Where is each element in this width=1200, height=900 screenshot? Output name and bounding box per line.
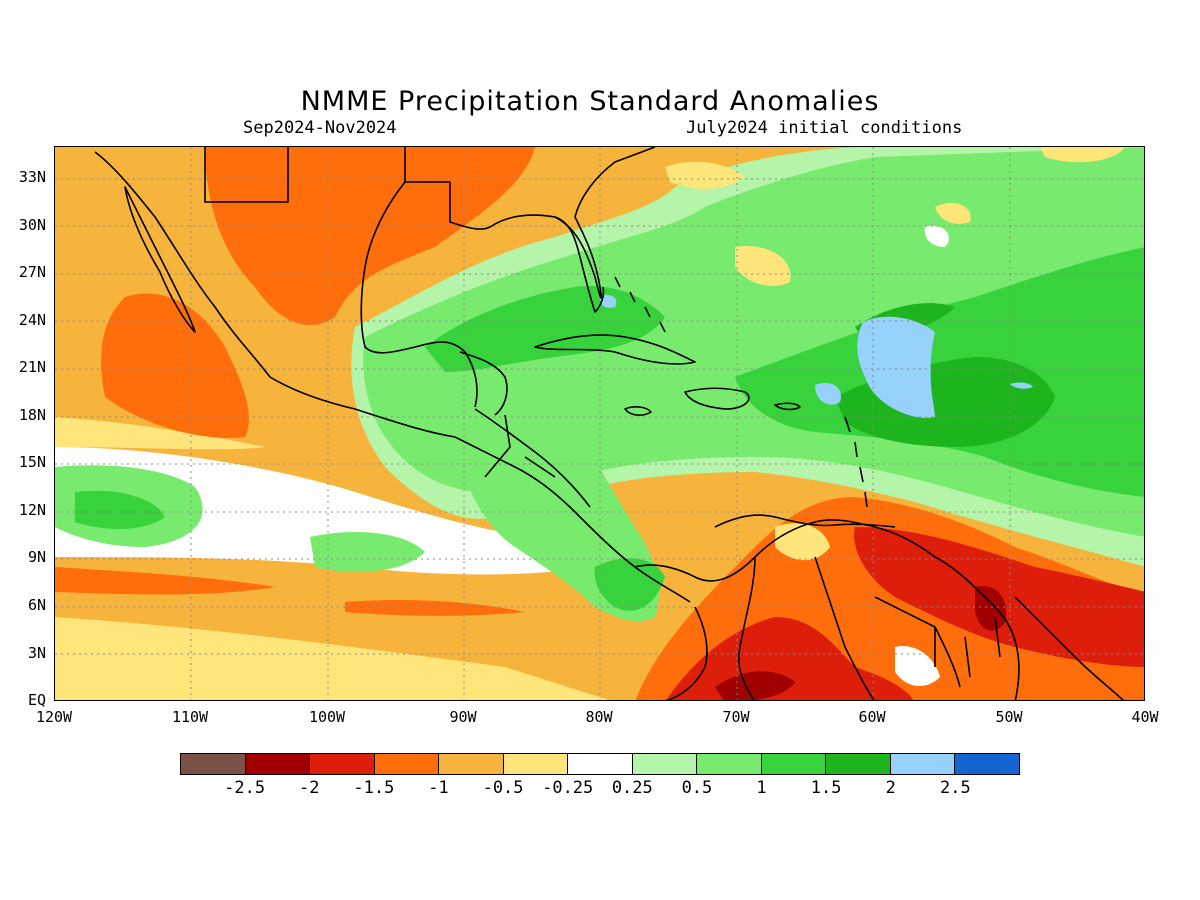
colorbar-label: -0.5 bbox=[482, 778, 524, 798]
initial-conditions: July2024 initial conditions bbox=[686, 118, 963, 138]
lon-label: 70W bbox=[722, 708, 750, 726]
anomaly-region bbox=[715, 671, 795, 700]
colorbar-swatch bbox=[761, 754, 827, 774]
forecast-period: Sep2024-Nov2024 bbox=[243, 118, 397, 138]
anomaly-region bbox=[666, 617, 914, 700]
anomaly-region bbox=[975, 586, 1006, 631]
anomaly-region bbox=[665, 161, 745, 189]
map-title: NMME Precipitation Standard Anomalies bbox=[300, 86, 880, 117]
map-frame bbox=[54, 146, 1145, 701]
anomaly-region bbox=[345, 600, 525, 616]
colorbar-swatch bbox=[310, 754, 375, 774]
colorbar-label: 2.5 bbox=[940, 778, 971, 798]
colorbar-swatch bbox=[374, 754, 440, 774]
lon-label: 120W bbox=[35, 708, 73, 726]
colorbar-label: 1 bbox=[756, 778, 767, 798]
anomaly-region bbox=[101, 293, 249, 438]
anomaly-region bbox=[55, 567, 275, 595]
anomaly-map bbox=[55, 147, 1144, 700]
lat-label: 15N bbox=[18, 453, 46, 471]
colorbar-label: -2 bbox=[298, 778, 320, 798]
lat-label: 30N bbox=[18, 216, 46, 234]
colorbar bbox=[180, 753, 1020, 775]
gridlines bbox=[55, 147, 1144, 700]
coastlines bbox=[94, 147, 1125, 700]
anomaly-region bbox=[55, 447, 595, 575]
colorbar-swatch bbox=[890, 754, 956, 774]
colorbar-swatch bbox=[439, 754, 504, 774]
colorbar-label: 1.5 bbox=[810, 778, 842, 798]
lat-label: 12N bbox=[18, 501, 46, 519]
colorbar-swatch bbox=[955, 754, 1019, 774]
lat-label: EQ bbox=[27, 691, 46, 709]
colorbar-swatch bbox=[826, 754, 891, 774]
colorbar-swatch bbox=[181, 754, 246, 774]
colorbar-swatch bbox=[503, 754, 569, 774]
lon-label: 40W bbox=[1131, 708, 1159, 726]
anomaly-region bbox=[55, 617, 609, 700]
colorbar-label: -0.25 bbox=[542, 778, 594, 798]
colorbar-label: 0.5 bbox=[681, 778, 713, 798]
lon-label: 80W bbox=[585, 708, 613, 726]
colorbar-swatch bbox=[245, 754, 311, 774]
anomaly-region bbox=[600, 295, 617, 308]
lon-label: 60W bbox=[858, 708, 886, 726]
lat-label: 9N bbox=[27, 548, 46, 566]
lon-label: 100W bbox=[308, 708, 346, 726]
anomaly-region bbox=[310, 532, 425, 572]
colorbar-swatch bbox=[697, 754, 762, 774]
lat-label: 27N bbox=[18, 263, 46, 281]
lat-label: 18N bbox=[18, 406, 46, 424]
colorbar-label: 0.25 bbox=[611, 778, 653, 798]
anomaly-region bbox=[425, 286, 665, 372]
lon-label: 90W bbox=[449, 708, 477, 726]
colorbar-label: -2.5 bbox=[224, 778, 266, 798]
anomaly-region bbox=[75, 490, 165, 529]
anomaly-region bbox=[895, 646, 940, 687]
anomaly-region bbox=[1010, 382, 1033, 389]
anomaly-region bbox=[815, 382, 841, 405]
anomaly-region bbox=[924, 226, 949, 247]
anomaly-region bbox=[1040, 147, 1125, 163]
lat-label: 3N bbox=[27, 644, 46, 662]
lon-label: 110W bbox=[171, 708, 209, 726]
anomaly-region bbox=[594, 558, 665, 611]
lat-label: 33N bbox=[18, 168, 46, 186]
lat-label: 24N bbox=[18, 311, 46, 329]
anomaly-region bbox=[55, 417, 265, 450]
lat-label: 21N bbox=[18, 358, 46, 376]
colorbar-label: -1.5 bbox=[353, 778, 395, 798]
anomaly-region bbox=[735, 246, 791, 287]
colorbar-label: 2 bbox=[885, 778, 896, 798]
colorbar-swatch bbox=[568, 754, 633, 774]
anomaly-region bbox=[857, 316, 935, 418]
colorbar-swatch bbox=[632, 754, 698, 774]
anomaly-region bbox=[935, 202, 971, 224]
lon-label: 50W bbox=[995, 708, 1023, 726]
lat-label: 6N bbox=[27, 596, 46, 614]
colorbar-label: -1 bbox=[428, 778, 449, 798]
